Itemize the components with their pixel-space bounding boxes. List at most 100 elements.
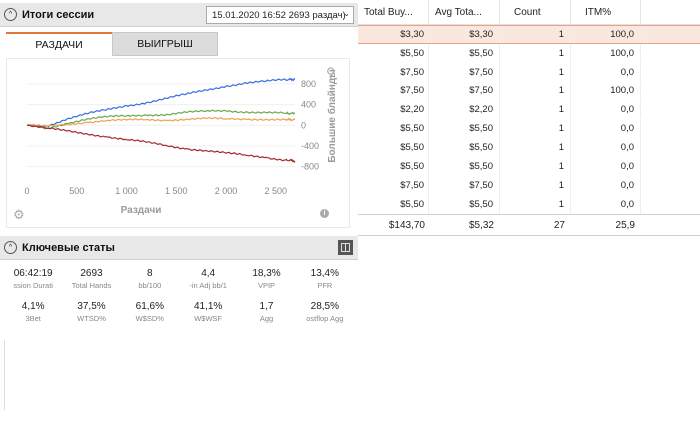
stat-cell: 1,7 Agg <box>237 301 295 323</box>
stat-label: -in Adj bb/1 <box>189 281 227 290</box>
table-row[interactable]: $3,30 $3,30 1 100,0 <box>358 25 700 44</box>
table-row[interactable]: $5,50 $5,50 1 100,0 <box>358 43 700 63</box>
cell-empty <box>641 101 700 120</box>
stat-cell: 4,1% 3Bet <box>4 301 62 323</box>
stat-label: Total Hands <box>71 281 112 290</box>
cell-total-buyin: $7,50 <box>358 81 429 101</box>
cell-avg-total: $7,50 <box>429 176 500 195</box>
series-line <box>26 116 296 127</box>
x-tick-label: 500 <box>69 186 84 196</box>
divider <box>4 340 5 410</box>
cell-avg-total: $5,50 <box>429 157 500 176</box>
settings-gear-icon[interactable]: ⚙ <box>13 207 25 222</box>
stat-cell: 18,3% VPIP <box>237 268 295 290</box>
key-stats-header: ^ Ключевые статы <box>0 236 358 260</box>
zoom-icon[interactable]: ⚲ <box>326 65 336 80</box>
winnings-chart: 800 400 0 -400 -800 0 500 1 000 1 500 2 000 2 500 … <box>6 58 350 228</box>
stat-value: 61,6% <box>135 301 164 312</box>
stat-value: 18,3% <box>252 268 281 279</box>
x-tick-label: 2 500 <box>265 186 288 196</box>
column-header-avg-total[interactable]: Avg Tota... <box>429 0 500 25</box>
stat-label: bb/100 <box>138 281 162 290</box>
chart-xlabel: Раздачи <box>121 205 162 216</box>
stat-value: 8 <box>147 268 153 279</box>
table-row[interactable]: $5,50 $5,50 1 0,0 <box>358 138 700 157</box>
stat-label: ostflop Agg <box>306 314 344 323</box>
cell-empty <box>641 195 700 214</box>
table-row[interactable]: $7,50 $7,50 1 100,0 <box>358 81 700 101</box>
stat-label: 3Bet <box>25 314 41 323</box>
table-row[interactable]: $2,20 $2,20 1 0,0 <box>358 100 700 120</box>
column-header-empty <box>641 0 700 25</box>
cell-empty <box>641 138 700 157</box>
cell-total-buyin: $5,50 <box>358 195 429 214</box>
cell-count: 1 <box>500 176 571 195</box>
cell-itm: 100,0 <box>571 81 641 101</box>
cell-itm: 0,0 <box>571 119 641 139</box>
stat-value: 1,7 <box>259 301 274 312</box>
tab-winnings[interactable]: ВЫИГРЫШ <box>112 32 218 56</box>
stat-value: 41,1% <box>193 301 223 312</box>
cell-avg-total: $3,30 <box>429 26 500 43</box>
session-selector[interactable]: 15.01.2020 16:52 2693 раздач) ⌄ <box>206 6 354 24</box>
cell-total-buyin: $5,50 <box>358 138 429 157</box>
table-row[interactable]: $7,50 $7,50 1 0,0 <box>358 176 700 195</box>
stat-value: 2693 <box>80 268 103 279</box>
cell-avg-total: $5,50 <box>429 195 500 214</box>
stat-label: W$SD% <box>135 314 164 323</box>
cell-empty <box>641 176 700 195</box>
cell-count: 1 <box>500 100 571 120</box>
x-tick-label: 2 000 <box>215 186 238 196</box>
stat-value: 28,5% <box>310 301 339 312</box>
cell-itm: 100,0 <box>571 43 641 63</box>
stat-cell: 41,1% W$WSF <box>179 301 237 323</box>
cell-count: 1 <box>500 195 571 214</box>
info-icon[interactable]: i <box>320 209 329 218</box>
stat-value: 06:42:19 <box>13 268 53 279</box>
cell-avg-total: $7,50 <box>429 81 500 101</box>
cell-avg-total: $2,20 <box>429 100 500 120</box>
tournament-table: Total Buy... Avg Tota... Count ITM% $3,3… <box>358 0 700 438</box>
stat-value: 37,5% <box>77 301 106 312</box>
stat-label: WTSD% <box>77 314 106 323</box>
column-header-itm[interactable]: ITM% <box>571 0 641 25</box>
stat-label: VPIP <box>257 281 276 290</box>
cell-total-buyin: $7,50 <box>358 62 429 82</box>
cell-count: 1 <box>500 119 571 139</box>
table-row[interactable]: $5,50 $5,50 1 0,0 <box>358 195 700 214</box>
totals-row: $143,70 $5,32 27 25,9 <box>358 214 700 236</box>
collapse-stats-button[interactable]: ^ <box>4 241 17 254</box>
table-row[interactable]: $5,50 $5,50 1 0,0 <box>358 119 700 139</box>
stat-value: 4,1% <box>21 301 45 312</box>
table-row[interactable]: $7,50 $7,50 1 0,0 <box>358 62 700 82</box>
x-tick-label: 0 <box>24 186 29 196</box>
cell-itm: 0,0 <box>571 176 641 195</box>
cell-empty <box>641 120 700 139</box>
stat-value: 13,4% <box>310 268 339 279</box>
cell-avg-total: $5,50 <box>429 119 500 139</box>
cell-total-buyin: $3,30 <box>358 26 429 43</box>
cell-empty <box>641 82 700 101</box>
y-tick-label: 400 <box>301 100 316 110</box>
table-header: Total Buy... Avg Tota... Count ITM% <box>358 0 700 25</box>
column-header-total-buyin[interactable]: Total Buy... <box>358 0 429 25</box>
cell-count: 1 <box>500 81 571 101</box>
cell-itm: 100,0 <box>571 26 641 43</box>
cell-count: 1 <box>500 26 571 43</box>
tab-hands[interactable]: РАЗДАЧИ <box>6 32 112 56</box>
stat-cell: 61,6% W$SD% <box>121 301 179 323</box>
chart-tabs: РАЗДАЧИ ВЫИГРЫШ <box>6 32 218 56</box>
left-pane: ^ Итоги сессии 15.01.2020 16:52 2693 раз… <box>0 3 358 410</box>
collapse-session-button[interactable]: ^ <box>4 8 17 21</box>
series-line <box>26 124 296 164</box>
cell-itm: 0,0 <box>571 195 641 214</box>
cell-total-buyin: $5,50 <box>358 43 429 63</box>
chart-ylabel: Большие блайнды <box>326 69 338 162</box>
column-header-count[interactable]: Count <box>500 0 571 25</box>
stat-cell: 8 bb/100 <box>121 268 179 290</box>
layout-toggle-icon[interactable] <box>338 240 353 255</box>
cell-empty <box>641 44 700 63</box>
table-row[interactable]: $5,50 $5,50 1 0,0 <box>358 157 700 176</box>
total-count: 27 <box>553 219 565 231</box>
